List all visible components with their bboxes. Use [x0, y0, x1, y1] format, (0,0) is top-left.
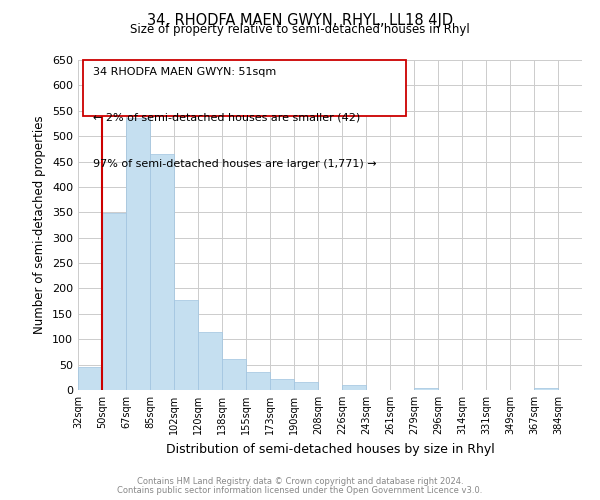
Bar	[534, 388, 558, 390]
Text: Contains HM Land Registry data © Crown copyright and database right 2024.: Contains HM Land Registry data © Crown c…	[137, 477, 463, 486]
X-axis label: Distribution of semi-detached houses by size in Rhyl: Distribution of semi-detached houses by …	[166, 442, 494, 456]
Bar	[222, 358, 246, 390]
Bar	[342, 385, 366, 390]
Bar	[174, 300, 198, 390]
Bar	[198, 332, 222, 390]
Text: Size of property relative to semi-detached houses in Rhyl: Size of property relative to semi-detach…	[130, 22, 470, 36]
Bar	[414, 388, 438, 390]
Bar	[246, 372, 270, 390]
Bar	[150, 154, 174, 390]
FancyBboxPatch shape	[83, 60, 406, 116]
Y-axis label: Number of semi-detached properties: Number of semi-detached properties	[34, 116, 46, 334]
Text: 97% of semi-detached houses are larger (1,771) →: 97% of semi-detached houses are larger (…	[93, 159, 377, 169]
Text: 34, RHODFA MAEN GWYN, RHYL, LL18 4JD: 34, RHODFA MAEN GWYN, RHYL, LL18 4JD	[147, 12, 453, 28]
Bar	[78, 366, 102, 390]
Text: Contains public sector information licensed under the Open Government Licence v3: Contains public sector information licen…	[118, 486, 482, 495]
Text: ← 2% of semi-detached houses are smaller (42): ← 2% of semi-detached houses are smaller…	[93, 113, 361, 123]
Bar	[126, 118, 150, 390]
Bar	[294, 382, 318, 390]
Text: 34 RHODFA MAEN GWYN: 51sqm: 34 RHODFA MAEN GWYN: 51sqm	[93, 66, 277, 76]
Bar	[270, 379, 294, 390]
Bar	[102, 214, 126, 390]
